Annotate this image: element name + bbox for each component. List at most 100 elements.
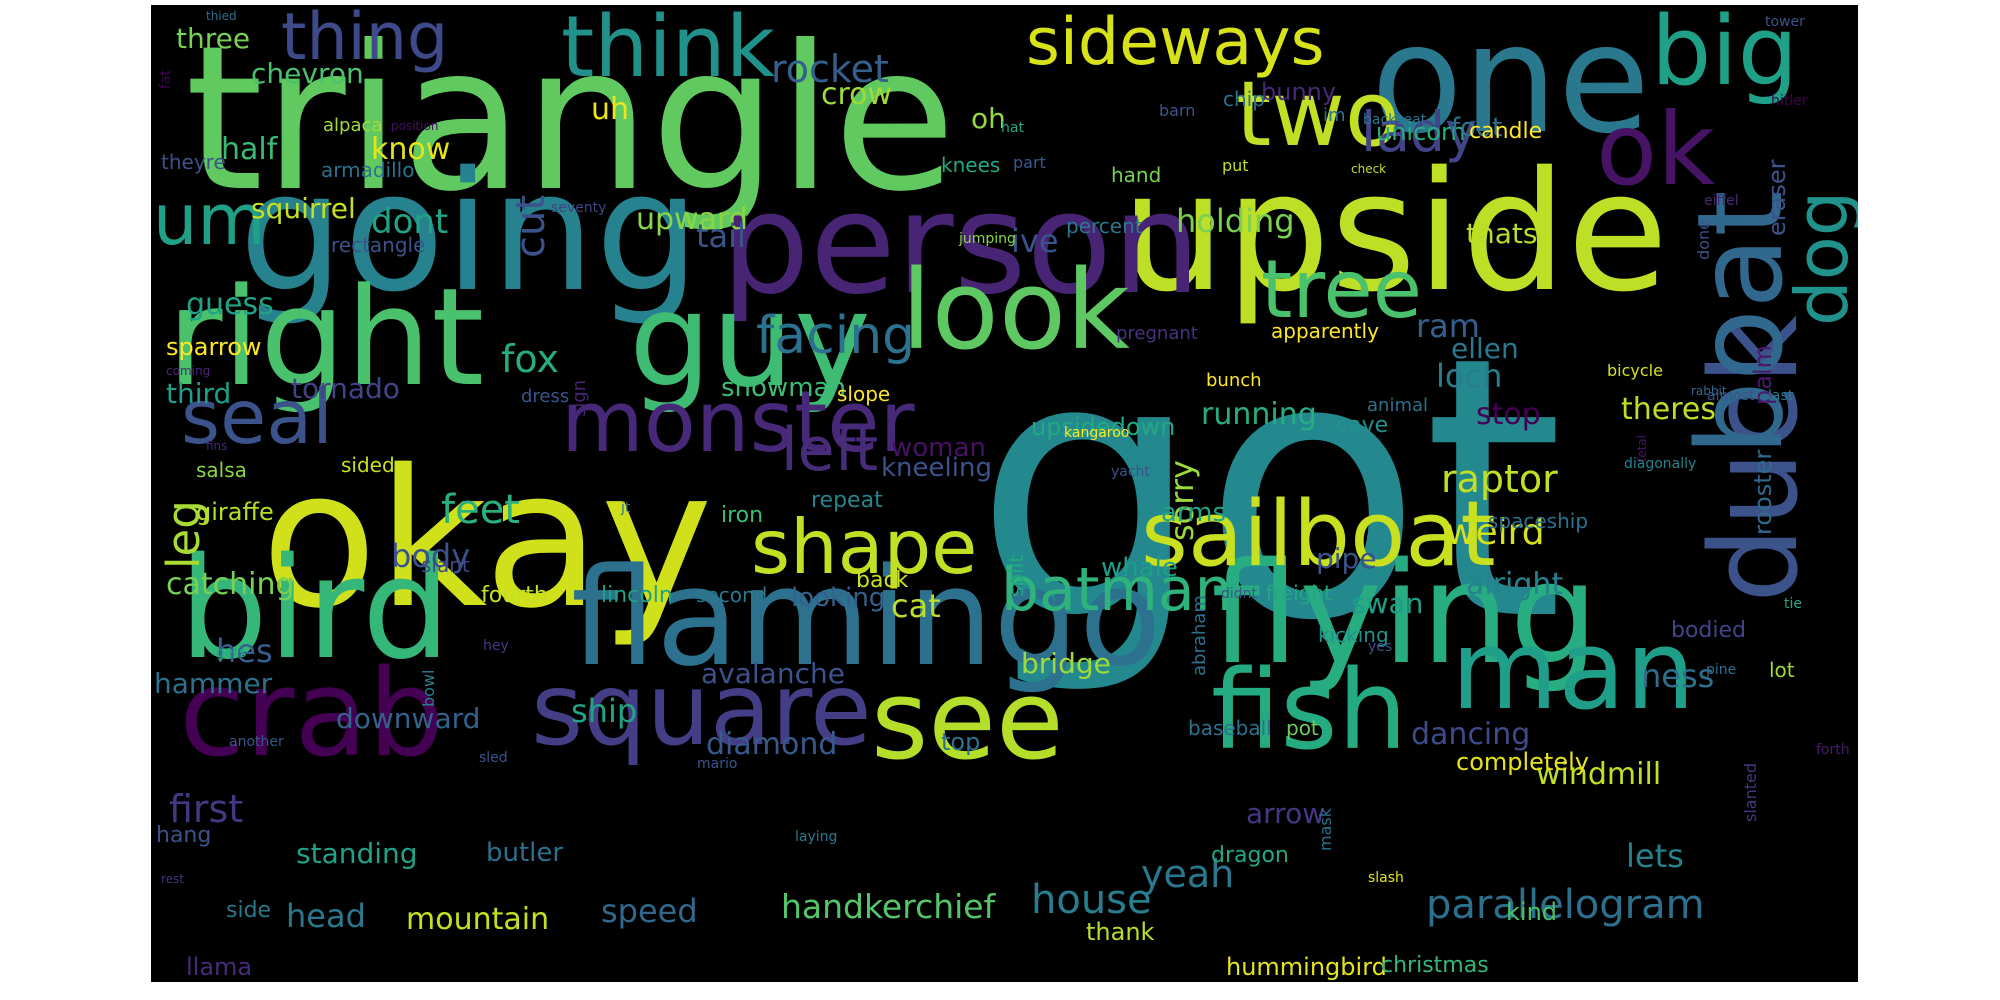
word-slash: slash bbox=[1368, 870, 1404, 886]
word-percent: percent bbox=[1066, 214, 1143, 238]
word-arms: arms bbox=[1161, 498, 1227, 528]
word-thied: thied bbox=[206, 9, 237, 23]
word-seventy: seventy bbox=[551, 200, 607, 216]
word-diagonally: diagonally bbox=[1624, 456, 1697, 472]
word-monster: monster bbox=[561, 373, 915, 472]
word-mask: mask bbox=[1316, 808, 1335, 851]
word-ness: ness bbox=[1641, 657, 1715, 695]
word-ellen: ellen bbox=[1451, 332, 1519, 365]
word-foot: foot bbox=[1451, 113, 1503, 143]
word-bicycle: bicycle bbox=[1607, 361, 1663, 380]
word-lot: lot bbox=[1769, 658, 1795, 682]
word-body: body bbox=[391, 537, 471, 575]
word-thank: thank bbox=[1086, 918, 1155, 946]
word-triangle: triangle bbox=[185, 5, 957, 236]
word-tree: tree bbox=[1261, 243, 1422, 336]
word-barn: barn bbox=[1159, 101, 1196, 120]
word-squirrel: squirrel bbox=[251, 192, 356, 225]
word-facing: facing bbox=[756, 306, 916, 366]
word-hummingbird: hummingbird bbox=[1226, 953, 1387, 981]
word-shape: shape bbox=[751, 503, 978, 591]
word-feet: feet bbox=[441, 487, 520, 533]
word-lets: lets bbox=[1626, 837, 1684, 875]
word-swan: swan bbox=[1351, 587, 1424, 620]
word-didnt: didnt bbox=[1221, 586, 1258, 602]
word-big: big bbox=[1651, 5, 1798, 107]
word-parallelogram: parallelogram bbox=[1426, 882, 1705, 928]
word-pipe: pipe bbox=[1316, 542, 1377, 575]
word-got: got bbox=[974, 280, 1564, 699]
word-rooster: rooster bbox=[1749, 449, 1777, 535]
word-mario: mario bbox=[697, 756, 738, 772]
word-catching: catching bbox=[166, 567, 295, 602]
word-cave: cave bbox=[1336, 413, 1389, 438]
word-bridge: bridge bbox=[1021, 647, 1111, 680]
word-half: half bbox=[221, 132, 278, 167]
word-lincoln: lincoln bbox=[601, 583, 673, 608]
word-standing: standing bbox=[296, 837, 418, 870]
word-fox: fox bbox=[501, 337, 559, 381]
word-tornado: tornado bbox=[291, 372, 400, 405]
word-cut: cut bbox=[508, 194, 554, 258]
word-sparrow: sparrow bbox=[166, 333, 262, 361]
word-bunny: bunny bbox=[1261, 78, 1337, 106]
word-hand: hand bbox=[1111, 163, 1162, 187]
word-third: third bbox=[166, 377, 232, 410]
word-upsidedown: upsidedown bbox=[1031, 413, 1176, 441]
word-three: three bbox=[176, 22, 251, 55]
word-split: split bbox=[1004, 554, 1028, 597]
word-hes: hes bbox=[216, 632, 273, 670]
word-guess: guess bbox=[186, 287, 274, 322]
word-theyre: theyre bbox=[161, 150, 226, 174]
word-thing: thing bbox=[281, 5, 449, 75]
word-uh: uh bbox=[591, 92, 630, 127]
word-ship: ship bbox=[571, 692, 638, 730]
word-side: side bbox=[226, 898, 272, 923]
word-diamond: diamond bbox=[706, 727, 838, 762]
word-pot: pot bbox=[1286, 716, 1319, 740]
word-cat: cat bbox=[891, 587, 941, 625]
word-know: know bbox=[371, 132, 451, 167]
word-woman: woman bbox=[891, 433, 986, 463]
word-windmill: windmill bbox=[1536, 757, 1662, 792]
word-yes: yes bbox=[1368, 639, 1393, 655]
word-speed: speed bbox=[601, 892, 698, 930]
word-ok: ok bbox=[1596, 91, 1716, 208]
word-done: done bbox=[1694, 220, 1713, 260]
word-thats: thats bbox=[1466, 217, 1538, 250]
word-cloud-canvas: got triangle okay going upside one person flami… bbox=[151, 5, 1858, 982]
word-running: running bbox=[1201, 397, 1317, 432]
word-coming: coming bbox=[166, 364, 211, 378]
word-fat: fat bbox=[158, 70, 174, 89]
word-theres: theres bbox=[1621, 392, 1716, 427]
word-repeat: repeat bbox=[811, 488, 883, 513]
word-rabbit: rabbit bbox=[1691, 384, 1727, 398]
word-pregnant: pregnant bbox=[1116, 323, 1198, 344]
word-fins: fins bbox=[206, 439, 228, 453]
word-abraham: abraham bbox=[1189, 595, 1210, 676]
word-bodied: bodied bbox=[1671, 618, 1747, 643]
word-apparently: apparently bbox=[1271, 319, 1379, 343]
word-slant: slant bbox=[421, 553, 470, 577]
word-fourth: fourth bbox=[481, 583, 548, 608]
word-lady: lady bbox=[1361, 100, 1478, 164]
word-sided: sided bbox=[341, 453, 395, 477]
word-dancing: dancing bbox=[1411, 717, 1531, 752]
word-chip: chip bbox=[1223, 87, 1265, 111]
word-freight: freight bbox=[1266, 581, 1332, 605]
word-kind: kind bbox=[1506, 898, 1558, 926]
word-backseat: backseat bbox=[1363, 112, 1427, 128]
word-going: going bbox=[239, 136, 700, 328]
word-hammer: hammer bbox=[154, 667, 273, 700]
word-ive: ive bbox=[1011, 222, 1059, 260]
word-one: one bbox=[1371, 5, 1651, 167]
word-person: person bbox=[721, 163, 1201, 326]
word-looking: looking bbox=[791, 583, 886, 613]
word-house: house bbox=[1031, 877, 1152, 923]
word-chevron: chevron bbox=[251, 57, 364, 90]
word-holding: holding bbox=[1176, 202, 1295, 240]
word-rectangle: rectangle bbox=[331, 233, 426, 257]
word-bowl: bowl bbox=[419, 669, 438, 707]
word-head: head bbox=[286, 897, 366, 935]
word-man: man bbox=[1451, 606, 1696, 734]
